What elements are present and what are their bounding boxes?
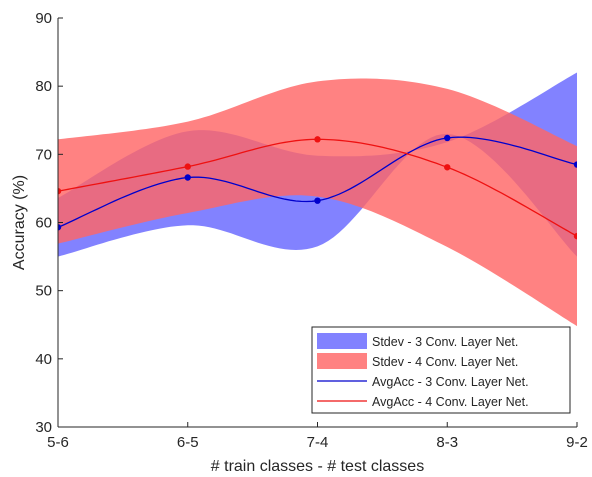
y-tick-label: 60 — [35, 215, 52, 232]
avg-point-2-2 — [184, 163, 191, 170]
legend-label-avg-3conv: AvgAcc - 3 Conv. Layer Net. — [372, 375, 529, 389]
x-tick-label: 6-5 — [177, 434, 199, 451]
y-tick-label: 30 — [35, 419, 52, 436]
x-axis-title: # train classes - # test classes — [211, 458, 424, 475]
y-axis-title: Accuracy (%) — [11, 175, 28, 270]
legend-swatch-band-4conv — [317, 353, 367, 369]
legend-label-band-4conv: Stdev - 4 Conv. Layer Net. — [372, 355, 518, 369]
y-tick-label: 80 — [35, 78, 52, 95]
avg-point-2-4 — [444, 164, 451, 171]
avg-point-1-5 — [573, 161, 577, 168]
avg-point-1-2 — [184, 174, 191, 181]
plot-area — [58, 72, 577, 327]
avg-point-2-1 — [58, 187, 62, 195]
avg-point-1-1 — [58, 224, 62, 231]
legend-label-band-3conv: Stdev - 3 Conv. Layer Net. — [372, 335, 518, 349]
axes: 30 40 50 60 70 80 90 5-6 6-5 7-4 8-3 9-2 — [35, 10, 588, 451]
y-tick-label: 40 — [35, 351, 52, 368]
x-tick-label: 9-2 — [566, 434, 588, 451]
avg-point-2-5 — [573, 232, 577, 240]
x-tick-label: 5-6 — [47, 434, 69, 451]
y-tick-label: 70 — [35, 146, 52, 163]
legend-swatch-band-3conv — [317, 333, 367, 349]
avg-point-2-3 — [314, 136, 321, 143]
x-tick-label: 8-3 — [436, 434, 458, 451]
y-tick-label: 50 — [35, 283, 52, 300]
avg-point-1-4 — [444, 134, 451, 142]
legend-label-avg-4conv: AvgAcc - 4 Conv. Layer Net. — [372, 395, 529, 409]
x-tick-label: 7-4 — [307, 434, 329, 451]
legend: Stdev - 3 Conv. Layer Net. Stdev - 4 Con… — [311, 326, 571, 414]
avg-point-1-3 — [314, 197, 321, 204]
y-tick-label: 90 — [35, 10, 52, 27]
